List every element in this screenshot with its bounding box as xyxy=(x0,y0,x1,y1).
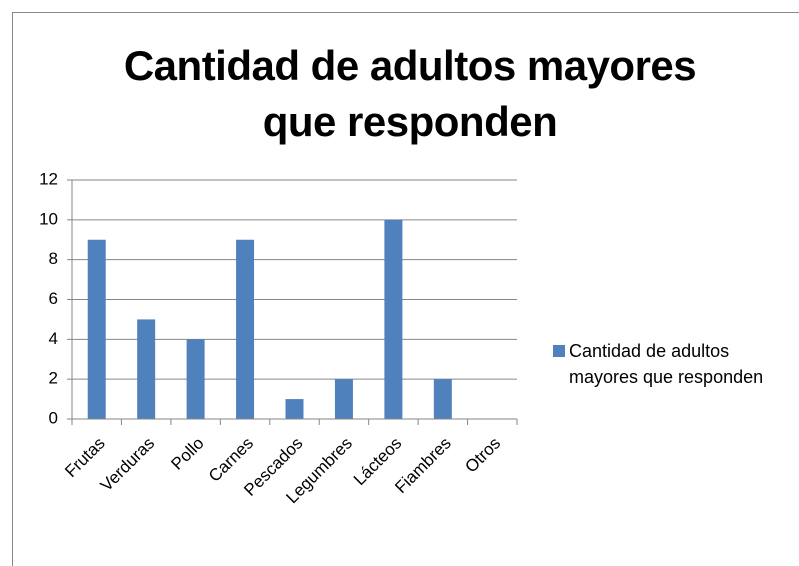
chart-title: Cantidad de adultos mayores que responde… xyxy=(123,42,697,145)
x-tick-label: Verduras xyxy=(97,434,159,496)
legend-label: Cantidad de adultos mayores que responde… xyxy=(569,341,764,387)
y-tick-label: 10 xyxy=(39,209,58,228)
legend: Cantidad de adultos mayores que responde… xyxy=(553,338,793,390)
x-tick-label: Otros xyxy=(461,434,504,477)
bar xyxy=(137,319,156,419)
y-tick-label: 12 xyxy=(39,169,58,188)
bar xyxy=(334,379,353,419)
bar xyxy=(433,379,452,419)
chart-border xyxy=(12,12,799,566)
bar xyxy=(384,219,403,419)
y-tick-label: 4 xyxy=(49,329,58,348)
bar xyxy=(87,239,106,419)
y-tick-label: 0 xyxy=(49,408,58,427)
y-tick-label: 2 xyxy=(49,369,58,388)
legend-swatch xyxy=(553,345,565,357)
bar xyxy=(236,239,255,419)
bar xyxy=(186,339,205,419)
y-tick-label: 8 xyxy=(49,249,58,268)
x-tick-label: Frutas xyxy=(61,434,109,482)
x-tick-label: Pollo xyxy=(167,434,207,474)
y-tick-label: 6 xyxy=(49,289,58,308)
bar xyxy=(285,399,304,419)
